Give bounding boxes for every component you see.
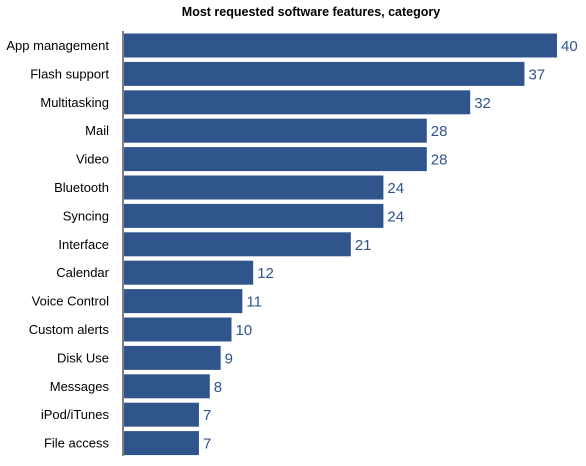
bar — [124, 260, 254, 285]
category-label: Multitasking — [40, 95, 109, 110]
bar — [124, 374, 210, 399]
value-label: 40 — [561, 38, 578, 55]
value-label: 21 — [355, 237, 372, 254]
category-label: File access — [44, 436, 110, 451]
value-label: 24 — [387, 180, 404, 197]
category-label: Syncing — [63, 208, 109, 223]
value-label: 7 — [203, 407, 211, 424]
category-label: Flash support — [30, 66, 109, 81]
category-label: Bluetooth — [54, 180, 109, 195]
bar — [124, 175, 384, 200]
category-label: App management — [6, 38, 109, 53]
bar — [124, 147, 427, 172]
bar — [124, 402, 199, 427]
bar — [124, 33, 557, 58]
category-label: Interface — [58, 237, 109, 252]
bar — [124, 232, 351, 257]
value-label: 9 — [225, 350, 233, 367]
category-label: Mail — [85, 123, 109, 138]
value-label: 28 — [431, 123, 448, 140]
value-label: 28 — [431, 152, 448, 169]
category-label: Video — [76, 152, 109, 167]
category-label: Calendar — [56, 265, 109, 280]
category-label: iPod/iTunes — [41, 407, 110, 422]
value-label: 10 — [236, 322, 253, 339]
value-label: 37 — [528, 66, 545, 83]
category-label: Disk Use — [57, 350, 109, 365]
category-label: Messages — [50, 379, 110, 394]
value-label: 7 — [203, 436, 211, 453]
value-label: 8 — [214, 379, 222, 396]
bar — [124, 289, 243, 314]
bar — [124, 345, 221, 370]
bar — [124, 317, 232, 342]
bar — [124, 90, 471, 115]
bar — [124, 61, 525, 86]
chart-title: Most requested software features, catego… — [181, 5, 441, 19]
value-label: 11 — [246, 294, 262, 311]
category-label: Voice Control — [32, 294, 109, 309]
category-label: Custom alerts — [29, 322, 110, 337]
value-label: 12 — [257, 265, 274, 282]
bar — [124, 118, 427, 143]
value-label: 32 — [474, 95, 491, 112]
value-label: 24 — [387, 208, 404, 225]
bar — [124, 203, 384, 228]
bar — [124, 431, 199, 456]
